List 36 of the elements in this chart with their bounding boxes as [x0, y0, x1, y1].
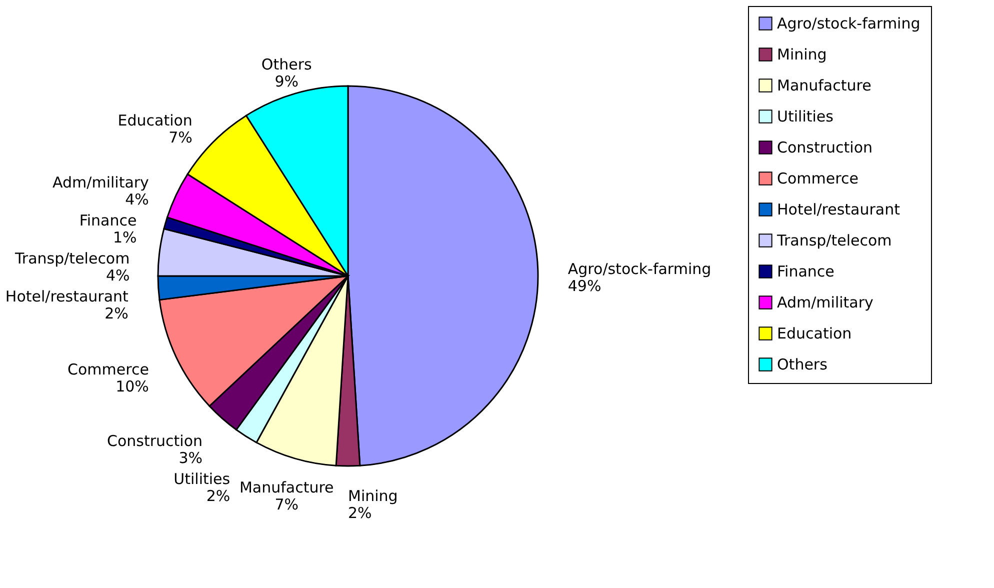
legend-label: Mining — [777, 46, 827, 64]
legend-label: Others — [777, 356, 828, 374]
slice-label: Education — [118, 111, 192, 130]
data-label: 4% — [106, 266, 130, 284]
data-label: 3% — [178, 449, 203, 468]
legend-label: Adm/military — [777, 294, 874, 312]
data-label: 2% — [104, 304, 128, 322]
slice-label: Commerce — [68, 360, 149, 379]
data-label: 4% — [125, 190, 149, 208]
legend-label: Agro/stock-farming — [777, 14, 920, 32]
legend-label: Education — [777, 324, 852, 342]
slice-label: Hotel/restaurant — [5, 287, 129, 306]
slice-label: Construction — [106, 432, 203, 450]
slice-label: Adm/military — [52, 173, 150, 192]
slice-label: Manufacture — [239, 478, 334, 496]
legend-label: Utilities — [777, 108, 834, 126]
slice-label: Transp/telecom — [14, 249, 130, 268]
legend-label: Transp/telecom — [776, 232, 892, 250]
data-label: 9% — [274, 72, 299, 91]
slice-label: Agro/stock-farming — [568, 260, 712, 278]
slice-label: Others — [261, 56, 312, 74]
slice-label: Utilities — [174, 470, 230, 488]
legend-label: Construction — [777, 138, 873, 156]
data-label: 2% — [348, 504, 372, 522]
data-label: 7% — [274, 495, 299, 514]
data-label: 49% — [568, 277, 602, 296]
legend-label: Finance — [777, 262, 834, 280]
slice-label: Finance — [79, 211, 137, 230]
legend-label: Hotel/restaurant — [777, 200, 900, 218]
legend-label: Manufacture — [777, 76, 872, 94]
legend-label: Commerce — [777, 170, 858, 188]
data-label: 2% — [206, 487, 230, 506]
data-label: 7% — [168, 128, 192, 146]
data-label: 10% — [116, 378, 149, 396]
data-label: 1% — [112, 228, 137, 246]
slice-label: Mining — [348, 487, 398, 505]
